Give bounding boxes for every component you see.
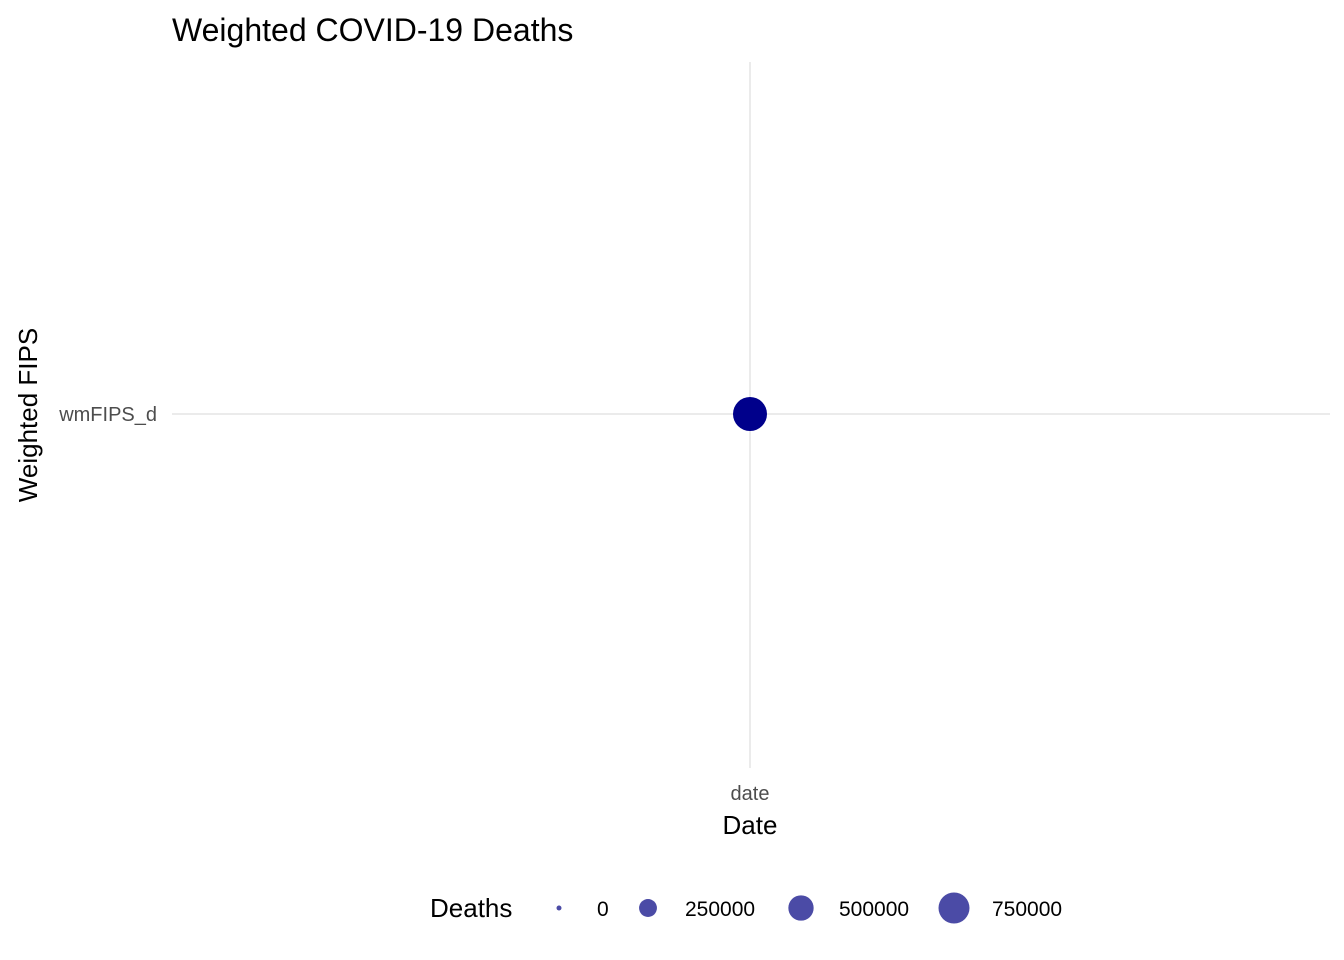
legend-key xyxy=(639,899,657,917)
legend-label: 500000 xyxy=(839,898,909,921)
legend-title: Deaths xyxy=(430,893,512,923)
x-tick-label: date xyxy=(731,783,770,805)
legend-key xyxy=(556,905,562,911)
legend-label: 250000 xyxy=(685,898,755,921)
legend-key xyxy=(788,895,814,921)
chart-title: Weighted COVID-19 Deaths xyxy=(172,12,573,48)
points-layer xyxy=(732,396,768,432)
x-axis-title: Date xyxy=(723,810,778,840)
legend-label: 0 xyxy=(597,898,609,921)
y-axis-title: Weighted FIPS xyxy=(13,328,43,502)
data-point xyxy=(732,396,768,432)
legend-key xyxy=(938,892,970,924)
legend-keys: 0 250000 500000 750000 xyxy=(556,892,1062,924)
legend-label: 750000 xyxy=(992,898,1062,921)
legend: Deaths 0 250000 500000 750000 xyxy=(430,892,1062,924)
y-tick-label: wmFIPS_d xyxy=(58,404,157,426)
